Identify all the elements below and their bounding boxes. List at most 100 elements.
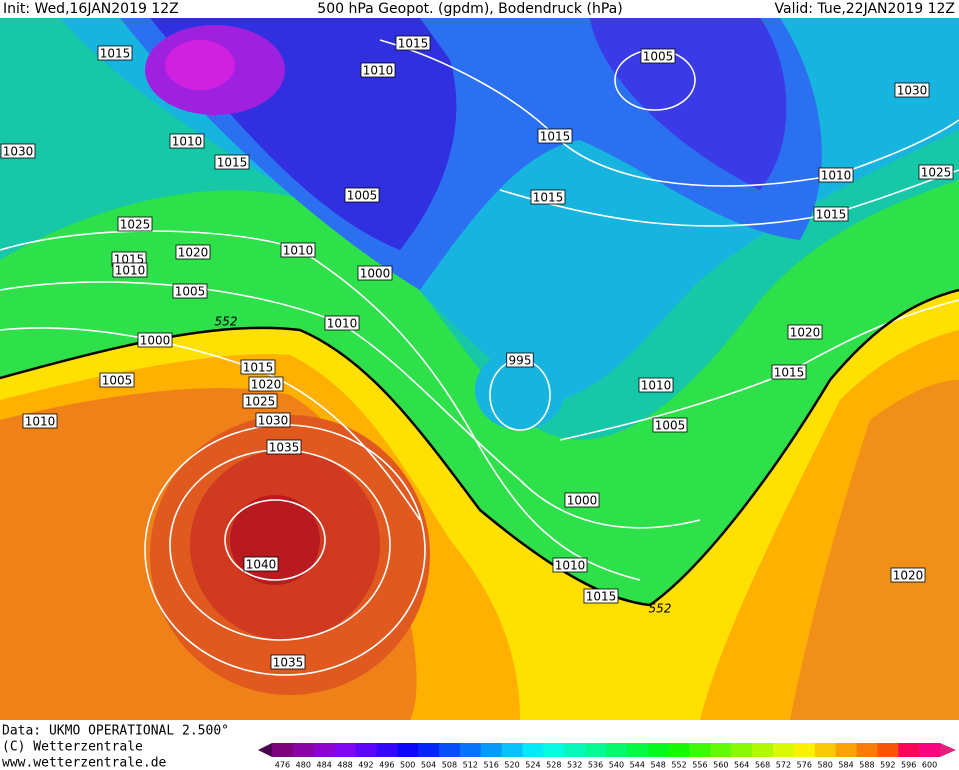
- scale-label: 476: [275, 761, 290, 770]
- scale-swatch: [668, 743, 690, 757]
- scale-swatch: [898, 743, 920, 757]
- label-box: [652, 417, 688, 433]
- isobar-label: 1010: [363, 64, 394, 78]
- scale-label: 516: [484, 761, 499, 770]
- scale-label: 508: [442, 761, 457, 770]
- label-box: [280, 242, 316, 258]
- scale-swatch: [793, 743, 816, 757]
- isobar-label: 1000: [360, 267, 391, 281]
- scale-swatch: [835, 743, 857, 757]
- isobar-label: 1005: [102, 374, 133, 388]
- contour-label: 552: [649, 602, 672, 616]
- isobar-label: 1035: [273, 656, 304, 670]
- label-box: [324, 315, 360, 331]
- scale-label: 500: [400, 761, 415, 770]
- scale-label: 576: [797, 761, 812, 770]
- isobar-label: 1030: [3, 145, 34, 159]
- scale-label: 600: [922, 761, 937, 770]
- isobar-label: 1005: [655, 419, 686, 433]
- isobar-label: 1025: [245, 395, 276, 409]
- isobar-label: 1025: [120, 218, 151, 232]
- label-box: [175, 244, 211, 260]
- scale-label: 524: [525, 761, 540, 770]
- isobar-label: 1010: [115, 264, 146, 278]
- isobar-label: 1000: [140, 334, 171, 348]
- isobar-label: 1005: [347, 189, 378, 203]
- valid-text: Valid: Tue,22JAN2019 12Z: [775, 1, 956, 17]
- color-scale: 476 480 484 488 492 496 500 504 508 512 516 520 524 5…: [258, 743, 956, 770]
- scale-swatch: [355, 743, 377, 757]
- scale-label: 596: [901, 761, 916, 770]
- isobar-label: 1030: [258, 414, 289, 428]
- url: www.wetterzentrale.de: [2, 756, 167, 770]
- isobar-label: 1015: [533, 191, 564, 205]
- label-box: [266, 439, 302, 455]
- scale-swatch: [272, 743, 294, 757]
- map-labels: 1015 1015 1010 1005 1030 1010 1015 1015 1030 1010…: [0, 35, 954, 670]
- label-box: [255, 412, 291, 428]
- scale-label: 572: [776, 761, 791, 770]
- label-box: [395, 35, 431, 51]
- label-box: [242, 393, 278, 409]
- label-box: [813, 206, 849, 222]
- isobar-label: 1010: [641, 379, 672, 393]
- isobar-label: 1015: [774, 366, 805, 380]
- scale-swatch: [773, 743, 795, 757]
- isobar-label: 1005: [175, 285, 206, 299]
- scale-swatch: [418, 743, 440, 757]
- scale-swatch: [376, 743, 398, 757]
- copyright: (C) Wetterzentrale: [2, 740, 143, 755]
- label-box: [270, 654, 306, 670]
- contour-label: 552: [215, 315, 238, 329]
- scale-swatch: [814, 743, 837, 757]
- label-box: [112, 262, 148, 278]
- scale-label: 564: [734, 761, 749, 770]
- isobar-label: 1015: [816, 208, 847, 222]
- scale-arrow-right: [940, 743, 956, 757]
- label-box: [564, 492, 600, 508]
- label-box: [638, 377, 674, 393]
- scale-swatch: [439, 743, 461, 757]
- label-box: [169, 133, 205, 149]
- label-box: [97, 45, 133, 61]
- scale-label: 560: [713, 761, 728, 770]
- label-box: [640, 48, 676, 64]
- label-box: [240, 359, 276, 375]
- scale-swatch: [313, 743, 336, 757]
- scale-label: 520: [504, 761, 519, 770]
- label-box: [552, 557, 588, 573]
- label-box: [506, 352, 534, 368]
- scale-swatch: [480, 743, 503, 757]
- scale-label: 496: [379, 761, 394, 770]
- isobar-label: 1010: [821, 169, 852, 183]
- scale-swatch: [731, 743, 753, 757]
- scale-label: 540: [609, 761, 624, 770]
- label-box: [537, 128, 573, 144]
- scale-arrow-left: [258, 743, 272, 757]
- scale-swatch: [522, 743, 544, 757]
- scale-label: 556: [692, 761, 707, 770]
- scale-swatch: [292, 743, 315, 757]
- isobar-label: 1010: [172, 135, 203, 149]
- scale-label: 488: [337, 761, 352, 770]
- scale-label: 528: [546, 761, 561, 770]
- label-box: [530, 189, 566, 205]
- scale-swatch: [334, 743, 356, 757]
- isobar-label: 1010: [283, 244, 314, 258]
- scale-label: 536: [588, 761, 603, 770]
- label-box: [99, 372, 135, 388]
- label-box: [918, 164, 954, 180]
- scale-swatch: [543, 743, 565, 757]
- scale-swatch: [501, 743, 523, 757]
- isobar-label: 1020: [251, 378, 282, 392]
- isobar-label: 1040: [246, 558, 277, 572]
- label-box: [243, 556, 279, 572]
- scale-label: 580: [818, 761, 833, 770]
- isobar-label: 1030: [897, 84, 928, 98]
- label-box: [344, 187, 380, 203]
- label-box: [787, 324, 823, 340]
- scale-swatch: [689, 743, 711, 757]
- label-box: [771, 364, 807, 380]
- label-box: [818, 167, 854, 183]
